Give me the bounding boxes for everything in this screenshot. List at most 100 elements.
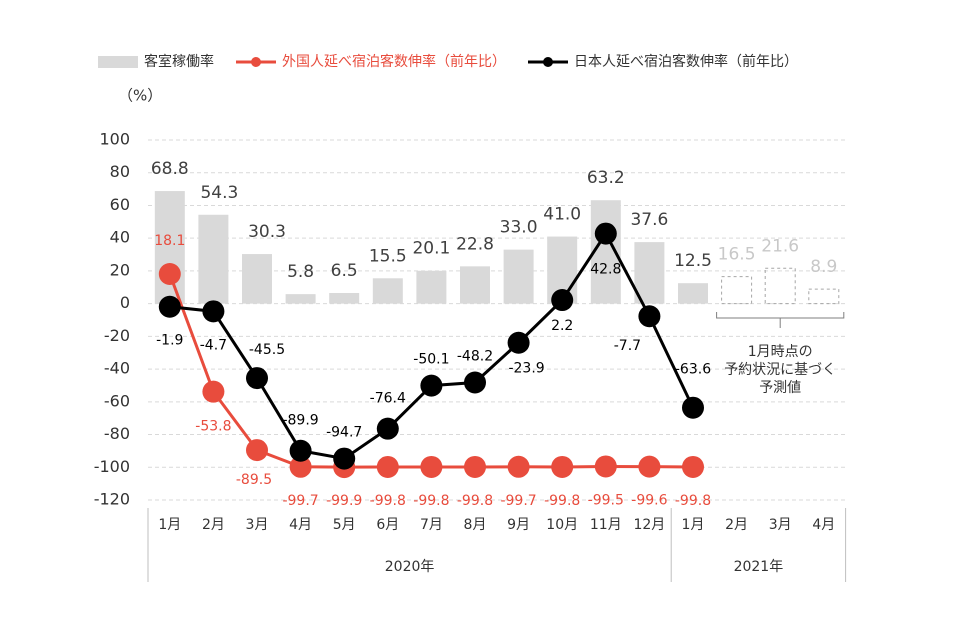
point-value-label: -63.6 xyxy=(675,362,711,378)
bar-value-label: 5.8 xyxy=(287,262,314,282)
point-value-label: -99.5 xyxy=(588,492,624,508)
bar xyxy=(242,254,272,304)
point-value-label: -99.7 xyxy=(500,493,536,509)
point-value-label: -89.5 xyxy=(236,472,272,488)
x-tick-label: 2月 xyxy=(725,517,748,533)
bar-value-label: 54.3 xyxy=(200,183,238,203)
bar xyxy=(634,242,665,304)
y-tick-label: 100 xyxy=(99,130,130,149)
x-tick-label: 2月 xyxy=(202,517,225,533)
point-value-label: -23.9 xyxy=(508,361,544,377)
marker xyxy=(682,396,704,419)
marker xyxy=(246,439,268,462)
y-tick-label: 40 xyxy=(110,228,130,247)
y-tick-label: -80 xyxy=(104,424,130,443)
marker xyxy=(158,295,181,318)
point-value-label: -99.8 xyxy=(413,493,449,509)
bar-value-label: 30.3 xyxy=(248,222,286,242)
bar xyxy=(764,267,796,305)
marker xyxy=(333,447,356,470)
marker xyxy=(202,300,225,323)
bar xyxy=(372,278,403,304)
y-tick-label: -60 xyxy=(104,391,130,410)
y-tick-label: 80 xyxy=(110,162,130,181)
marker xyxy=(507,331,530,354)
bar-value-label: 8.9 xyxy=(810,257,837,277)
legend-label: 外国人延べ宿泊客数伸率（前年比） xyxy=(282,53,506,70)
bar-value-label: 37.6 xyxy=(630,210,668,230)
point-value-label: -99.7 xyxy=(282,493,318,509)
y-tick-label: 20 xyxy=(110,260,130,279)
x-tick-label: 8月 xyxy=(464,517,487,533)
x-tick-label: 12月 xyxy=(633,517,665,533)
marker xyxy=(638,305,661,328)
bar-value-label: 6.5 xyxy=(331,261,358,281)
x-tick-label: 10月 xyxy=(546,517,578,533)
point-value-label: -76.4 xyxy=(370,391,406,407)
bar-value-label: 21.6 xyxy=(761,236,799,256)
point-value-label: 18.1 xyxy=(154,233,185,249)
point-value-label: -45.5 xyxy=(249,342,285,358)
point-value-label: -99.8 xyxy=(370,493,406,509)
annotation: 予約状況に基づく xyxy=(724,361,836,378)
marker xyxy=(376,417,399,440)
marker xyxy=(420,374,443,397)
bar-value-label: 63.2 xyxy=(587,168,625,188)
legend-label: 日本人延べ宿泊客数伸率（前年比） xyxy=(574,53,798,70)
marker xyxy=(551,289,574,312)
bar xyxy=(721,276,753,305)
x-tick-label: 1月 xyxy=(682,517,705,533)
bar-value-label: 68.8 xyxy=(151,159,189,179)
x-tick-label: 3月 xyxy=(246,517,269,533)
point-value-label: -99.9 xyxy=(326,493,362,509)
x-tick-label: 11月 xyxy=(590,517,622,533)
unit-label: （%） xyxy=(118,87,162,105)
marker xyxy=(376,455,399,478)
y-tick-label: -20 xyxy=(104,326,130,345)
x-tick-label: 3月 xyxy=(769,517,792,533)
bar-value-label: 22.8 xyxy=(456,234,494,254)
x-tick-label: 6月 xyxy=(376,517,399,533)
point-value-label: -99.8 xyxy=(675,493,711,509)
point-value-label: -89.9 xyxy=(282,413,318,429)
marker xyxy=(682,455,704,478)
point-value-label: -99.8 xyxy=(457,493,493,509)
bar-value-label: 16.5 xyxy=(718,245,756,265)
x-tick-label: 5月 xyxy=(333,517,356,533)
annotation-bracket xyxy=(716,312,845,328)
marker xyxy=(638,455,661,478)
point-value-label: -94.7 xyxy=(326,425,362,441)
point-value-label: -48.2 xyxy=(457,349,493,365)
y-tick-label: -40 xyxy=(104,359,130,378)
x-tick-label: 4月 xyxy=(289,517,312,533)
x-tick-label: 4月 xyxy=(812,517,835,533)
point-value-label: -53.8 xyxy=(195,419,231,435)
point-value-label: -1.9 xyxy=(156,333,183,349)
marker xyxy=(420,455,443,478)
marker xyxy=(594,222,617,245)
marker xyxy=(551,455,574,478)
x-tick-label: 9月 xyxy=(507,517,530,533)
marker xyxy=(594,455,617,478)
marker xyxy=(464,371,486,394)
group-label: 2021年 xyxy=(734,559,784,575)
marker xyxy=(246,367,268,390)
bar xyxy=(503,249,534,304)
marker xyxy=(464,455,486,478)
bar xyxy=(329,293,360,304)
bar-value-label: 33.0 xyxy=(500,218,538,238)
marker xyxy=(289,439,312,462)
bar-value-label: 15.5 xyxy=(369,246,407,266)
marker xyxy=(289,455,312,478)
point-value-label: 2.2 xyxy=(551,318,573,334)
x-tick-label: 1月 xyxy=(158,517,181,533)
y-tick-label: -100 xyxy=(94,457,130,476)
legend-swatch xyxy=(543,57,553,67)
bar xyxy=(416,270,447,304)
group-label: 2020年 xyxy=(385,559,435,575)
annotation: 1月時点の xyxy=(748,344,813,360)
bar-value-label: 20.1 xyxy=(412,239,450,259)
marker xyxy=(507,455,530,478)
y-tick-label: 0 xyxy=(120,293,130,312)
